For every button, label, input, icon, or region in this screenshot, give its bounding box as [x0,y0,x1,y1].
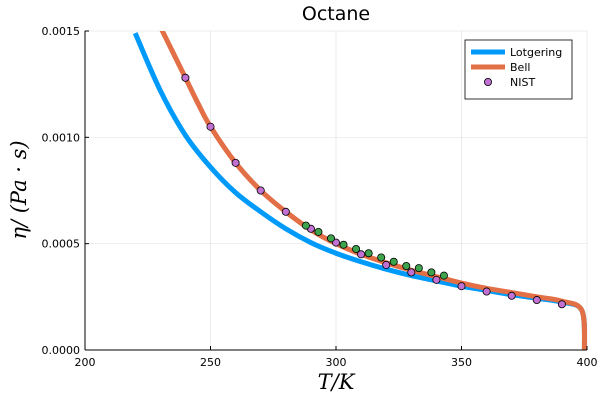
data-point-nist [281,207,290,216]
data-point-series-4 [352,244,361,253]
legend-label-nist: NIST [510,76,535,89]
data-point-nist [231,158,240,167]
data-point-series-4 [414,264,423,273]
y-tick-label: 0.0015 [42,25,81,38]
data-point-series-4 [427,268,436,277]
data-point-nist [256,186,265,195]
x-axis-label: T/K [318,370,356,394]
chart-title: Octane [302,3,370,25]
y-tick-label: 0.0010 [42,131,81,144]
data-point-series-4 [377,253,386,262]
data-point-nist [457,282,466,291]
y-tick-label: 0.0005 [42,238,81,251]
x-tick-label: 400 [577,356,598,369]
data-point-nist [557,300,566,309]
data-point-nist [357,250,366,259]
x-tick-label: 350 [451,356,472,369]
legend-label-lotgering: Lotgering [510,46,562,59]
data-point-series-4 [439,271,448,280]
x-tick-label: 250 [200,356,221,369]
data-point-series-4 [326,234,335,243]
data-point-series-4 [402,261,411,270]
x-ticks: 200 250 300 350 400 [75,346,598,369]
data-point-nist [432,275,441,284]
data-point-series-4 [364,249,373,258]
legend-label-bell: Bell [510,61,530,74]
data-point-nist [507,291,516,300]
data-point-series-4 [339,240,348,249]
data-point-series-4 [314,227,323,236]
data-point-nist [181,73,190,82]
data-point-nist [331,238,340,247]
x-tick-label: 300 [326,356,347,369]
x-tick-label: 200 [75,356,96,369]
legend: Lotgering Bell NIST [464,39,573,100]
y-axis-label: η/ (Pa · s) [7,140,31,239]
data-point-series-4 [389,257,398,266]
y-tick-label: 0.0000 [42,344,81,357]
data-point-series-4 [301,221,310,230]
data-point-nist [382,260,391,269]
legend-swatch-nist [483,78,492,87]
plot-area [132,31,587,350]
y-ticks: 0.0000 0.0005 0.0010 0.0015 [42,25,89,357]
data-point-nist [407,268,416,277]
data-point-nist [206,122,215,131]
data-point-nist [482,287,491,296]
data-point-nist [532,296,541,305]
